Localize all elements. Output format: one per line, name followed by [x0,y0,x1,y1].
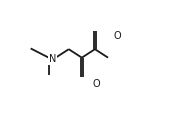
Text: N: N [49,54,56,64]
Text: O: O [113,31,121,41]
Text: O: O [92,79,100,89]
